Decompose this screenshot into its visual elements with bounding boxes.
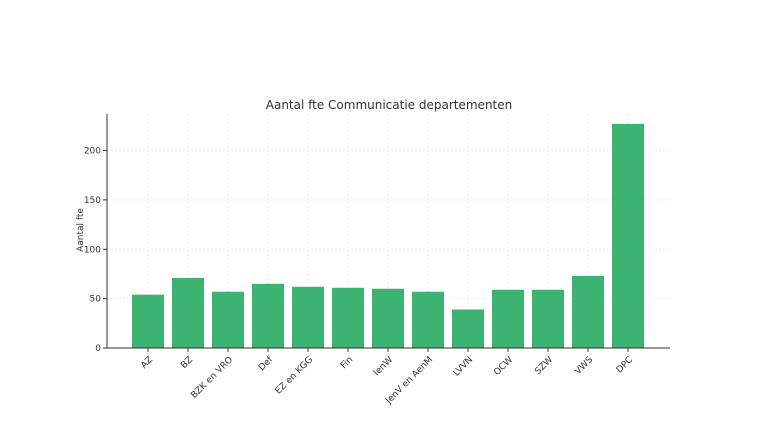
x-tick-label: SZW bbox=[533, 355, 555, 377]
y-tick-label: 0 bbox=[95, 344, 101, 354]
x-tick-label: EZ en KGG bbox=[274, 355, 316, 397]
bar bbox=[212, 291, 244, 348]
x-tick-label: BZK en VRO bbox=[189, 355, 235, 401]
bar bbox=[532, 289, 564, 348]
x-tick-label: Def bbox=[257, 354, 276, 373]
bar bbox=[412, 291, 444, 348]
y-tick-label: 100 bbox=[84, 245, 101, 255]
y-ticks: 0 50 100 150 200 bbox=[84, 147, 107, 354]
x-tick-label: IenW bbox=[372, 355, 395, 378]
x-tick-label: AZ bbox=[139, 355, 155, 371]
bars bbox=[132, 123, 644, 349]
bar bbox=[452, 309, 484, 348]
bar bbox=[292, 286, 324, 348]
bar bbox=[132, 294, 164, 348]
bar bbox=[572, 275, 604, 348]
y-axis-label: Aantal fte bbox=[76, 208, 86, 252]
bar bbox=[252, 283, 284, 348]
x-tick-label: LVVN bbox=[452, 355, 475, 378]
chart-title: Aantal fte Communicatie departementen bbox=[266, 98, 513, 112]
y-tick-label: 200 bbox=[84, 147, 101, 157]
y-tick-label: 50 bbox=[90, 295, 102, 305]
x-tick-label: DPC bbox=[615, 355, 635, 375]
x-tick-label: OCW bbox=[492, 355, 515, 378]
y-tick-label: 150 bbox=[84, 196, 101, 206]
x-tick-label: BZ bbox=[179, 355, 195, 371]
x-tick-label: VWS bbox=[573, 355, 595, 377]
bar bbox=[372, 288, 404, 348]
x-tick-label: Fin bbox=[339, 355, 355, 371]
bar bbox=[332, 287, 364, 348]
bar bbox=[612, 123, 644, 349]
bar bbox=[492, 289, 524, 348]
bar bbox=[172, 277, 204, 348]
